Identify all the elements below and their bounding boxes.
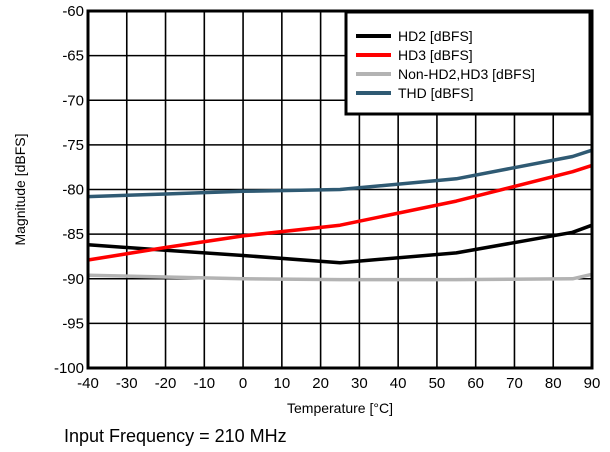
series-line-3 (87, 272, 593, 282)
x-tick-label: -20 (155, 375, 177, 392)
x-tick-label: -30 (116, 375, 138, 392)
x-tick-label: 70 (506, 375, 523, 392)
legend-label-1: HD2 [dBFS] (398, 28, 473, 44)
x-tick-label: 20 (312, 375, 329, 392)
series-lines (87, 148, 593, 282)
x-tick-label: 80 (545, 375, 562, 392)
plot-frame (86, 9, 594, 370)
legend-label-4: THD [dBFS] (398, 85, 473, 101)
y-tick-label: -100 (54, 360, 84, 377)
series-line-1 (87, 223, 593, 265)
legend-box (344, 10, 592, 116)
x-tick-label: 60 (467, 375, 484, 392)
x-tick-label: 90 (584, 375, 601, 392)
legend: HD2 [dBFS] HD3 [dBFS] Non-HD2,HD3 [dBFS] TH… (344, 10, 592, 116)
series-line-2 (87, 163, 593, 262)
x-tick-label: -40 (77, 375, 99, 392)
y-tick-label: -75 (62, 137, 84, 154)
y-tick-label: -70 (62, 92, 84, 109)
legend-label-2: HD3 [dBFS] (398, 47, 473, 63)
x-tick-label: 30 (351, 375, 368, 392)
y-tick-label: -95 (62, 315, 84, 332)
x-tick-label: -10 (193, 375, 215, 392)
x-tick-label: 50 (429, 375, 446, 392)
x-tick-label: 0 (239, 375, 247, 392)
y-axis-title: Magnitude [dBFS] (12, 133, 28, 245)
x-tick-label: 40 (390, 375, 407, 392)
y-tick-label: -80 (62, 182, 84, 199)
legend-label-3: Non-HD2,HD3 [dBFS] (398, 66, 535, 82)
footnote: Input Frequency = 210 MHz (64, 426, 287, 446)
y-tick-label: -60 (62, 3, 84, 20)
series-line-4 (87, 148, 593, 199)
tick-labels: -40 -30 -20 -10 0 10 20 30 40 50 60 70 80 90-60-65-70… (54, 3, 600, 392)
x-axis-title: Temperature [°C] (287, 400, 393, 416)
y-tick-label: -85 (62, 226, 84, 243)
y-tick-label: -90 (62, 271, 84, 288)
y-tick-label: -65 (62, 48, 84, 65)
x-tick-label: 10 (274, 375, 291, 392)
